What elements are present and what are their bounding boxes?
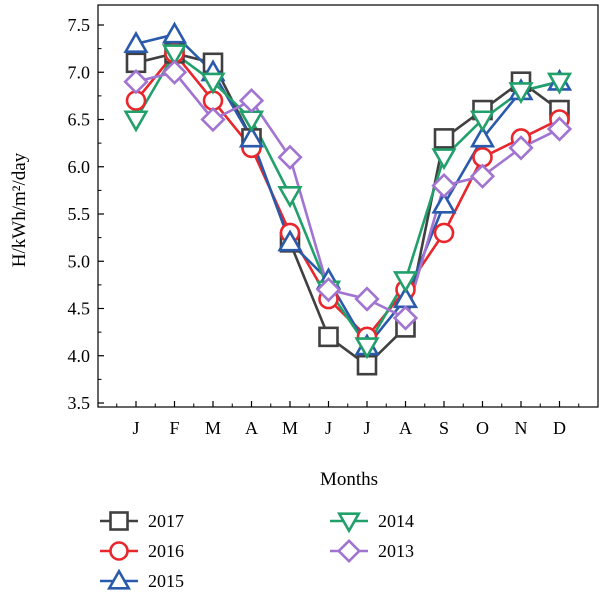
series-lines bbox=[134, 33, 561, 367]
data-point-2014-S-8 bbox=[431, 148, 457, 171]
legend-label: 2013 bbox=[378, 541, 414, 561]
legend-marker bbox=[336, 538, 362, 564]
y-tick-label: 5.5 bbox=[68, 204, 91, 224]
data-point-2013-S-8 bbox=[431, 173, 457, 199]
legend-item-2013: 2013 bbox=[330, 538, 414, 564]
data-point-2014-O-9 bbox=[469, 110, 496, 133]
data-point-2014-M-4 bbox=[277, 186, 303, 209]
data-point-2017-J-5 bbox=[318, 326, 339, 348]
legend-item-2015: 2015 bbox=[100, 568, 184, 591]
data-point-2014-F-1 bbox=[161, 44, 188, 67]
x-tick-label: J bbox=[325, 418, 332, 438]
y-tick-label: 6.0 bbox=[68, 157, 91, 177]
x-tick-label: A bbox=[245, 418, 258, 438]
data-point-2013-J-0 bbox=[123, 69, 149, 95]
data-point-2015-F-1 bbox=[161, 21, 188, 44]
data-point-2014-J-0 bbox=[123, 110, 149, 133]
series-line-2015 bbox=[135, 33, 560, 348]
data-point-2015-O-9 bbox=[469, 125, 496, 148]
data-point-2013-M-4 bbox=[277, 144, 303, 170]
data-point-2013-O-9 bbox=[469, 163, 496, 189]
x-tick-label: J bbox=[132, 418, 139, 438]
data-point-2015-M-4 bbox=[277, 229, 303, 252]
axes: 3.5 4.0 4.5 5.0 5.5 6.0 6.5 7.0 7.5 J F M A M J J A S O N D bbox=[68, 4, 599, 438]
data-point-2014-A-7 bbox=[392, 271, 419, 294]
series-line-2014 bbox=[134, 52, 560, 348]
legend-label: 2014 bbox=[378, 511, 414, 531]
data-point-2016-S-8 bbox=[433, 222, 455, 244]
y-tick-label: 5.0 bbox=[68, 251, 91, 271]
y-axis-title: H/kWh/m²/day bbox=[9, 152, 30, 267]
data-point-2015-S-8 bbox=[431, 191, 457, 214]
legend-label: 2015 bbox=[148, 571, 184, 591]
data-point-2013-M-2 bbox=[200, 106, 226, 133]
x-tick-label: F bbox=[169, 418, 179, 438]
legend-label: 2016 bbox=[148, 541, 184, 561]
legend-item-2014: 2014 bbox=[330, 511, 414, 534]
legend-marker bbox=[336, 512, 362, 534]
data-point-2013-A-3 bbox=[238, 87, 265, 114]
data-point-2013-J-6 bbox=[354, 286, 380, 312]
data-point-2013-D-11 bbox=[546, 116, 573, 142]
data-point-2013-J-5 bbox=[315, 276, 342, 303]
y-tick-label: 6.5 bbox=[68, 110, 91, 130]
legend-marker bbox=[109, 541, 129, 561]
y-tick-label: 4.5 bbox=[68, 299, 91, 319]
legend-marker bbox=[106, 568, 132, 590]
series-markers bbox=[123, 21, 573, 376]
y-tick-label: 3.5 bbox=[68, 393, 91, 413]
x-tick-label: M bbox=[282, 418, 298, 438]
x-tick-label: D bbox=[553, 418, 566, 438]
legend: 2017 2016 2015 2014 2013 bbox=[100, 511, 414, 591]
x-axis-title: Months bbox=[320, 469, 378, 490]
y-tick-label: 4.0 bbox=[68, 346, 91, 366]
data-point-2013-N-10 bbox=[508, 135, 534, 161]
data-point-2015-A-3 bbox=[238, 125, 265, 148]
legend-item-2016: 2016 bbox=[100, 541, 184, 561]
legend-item-2017: 2017 bbox=[100, 511, 184, 531]
data-point-2013-F-1 bbox=[161, 59, 188, 85]
x-tick-label: J bbox=[363, 418, 370, 438]
x-tick-label: S bbox=[439, 418, 449, 438]
x-tick-label: A bbox=[399, 418, 412, 438]
x-tick-label: N bbox=[515, 418, 528, 438]
data-point-2014-J-6 bbox=[354, 337, 380, 360]
data-point-2017-S-8 bbox=[433, 128, 455, 149]
legend-marker bbox=[109, 511, 129, 531]
data-point-2015-J-0 bbox=[123, 30, 149, 53]
data-point-2014-N-10 bbox=[508, 82, 534, 105]
data-point-2014-D-11 bbox=[546, 72, 573, 95]
data-point-2014-M-2 bbox=[200, 72, 226, 95]
x-tick-label: M bbox=[205, 418, 221, 438]
legend-label: 2017 bbox=[148, 511, 184, 531]
y-tick-label: 7.0 bbox=[68, 62, 91, 82]
x-tick-label: O bbox=[476, 418, 489, 438]
y-tick-label: 7.5 bbox=[68, 15, 91, 35]
data-point-2013-A-7 bbox=[392, 305, 419, 331]
